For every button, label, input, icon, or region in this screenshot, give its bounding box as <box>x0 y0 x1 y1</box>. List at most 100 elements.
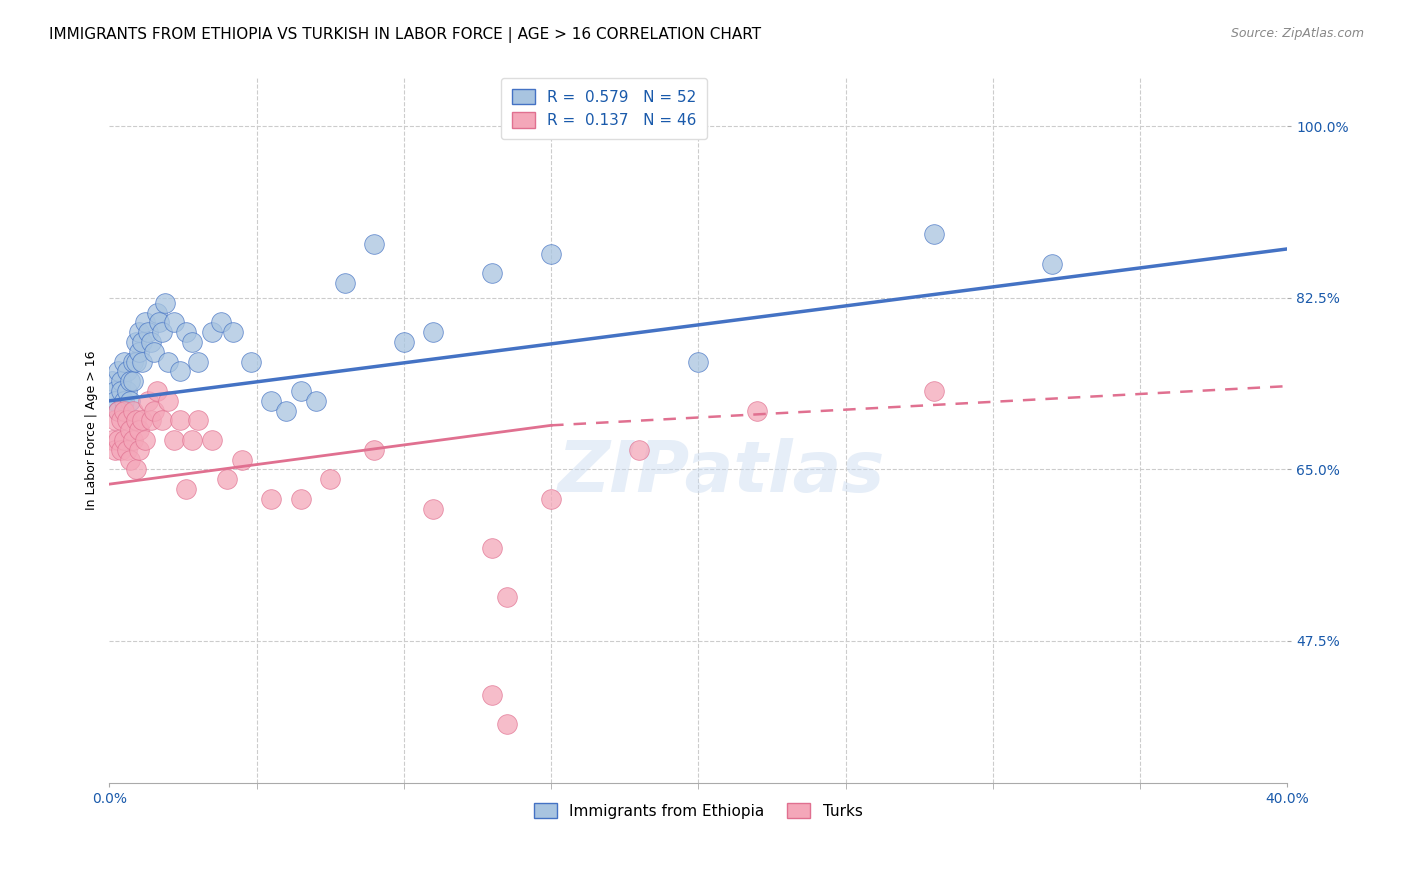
Point <box>290 491 312 506</box>
Point <box>134 433 156 447</box>
Point <box>169 413 191 427</box>
Point <box>481 541 503 555</box>
Point <box>540 491 562 506</box>
Point <box>125 334 148 349</box>
Point <box>157 393 180 408</box>
Point <box>104 413 127 427</box>
Point <box>107 403 129 417</box>
Point <box>217 472 239 486</box>
Point <box>169 364 191 378</box>
Point <box>145 305 167 319</box>
Point <box>125 354 148 368</box>
Point <box>496 717 519 731</box>
Point <box>201 325 224 339</box>
Point <box>201 433 224 447</box>
Point <box>174 325 197 339</box>
Point <box>128 344 150 359</box>
Point <box>496 590 519 604</box>
Point <box>122 403 145 417</box>
Point <box>231 452 253 467</box>
Point <box>155 296 177 310</box>
Point <box>157 354 180 368</box>
Point <box>540 247 562 261</box>
Point <box>131 354 153 368</box>
Point <box>152 325 174 339</box>
Point <box>209 315 232 329</box>
Point <box>260 491 283 506</box>
Point <box>110 442 132 457</box>
Point <box>104 442 127 457</box>
Point <box>128 442 150 457</box>
Point <box>136 393 159 408</box>
Point <box>112 354 135 368</box>
Point <box>163 433 186 447</box>
Point <box>688 354 710 368</box>
Point <box>104 393 127 408</box>
Point <box>922 227 945 242</box>
Point <box>136 325 159 339</box>
Point <box>118 452 141 467</box>
Point <box>628 442 651 457</box>
Point <box>125 462 148 476</box>
Point <box>180 334 202 349</box>
Point <box>115 364 138 378</box>
Point <box>1040 257 1063 271</box>
Point <box>260 393 283 408</box>
Point <box>134 315 156 329</box>
Point <box>290 384 312 398</box>
Point <box>363 237 385 252</box>
Point <box>107 364 129 378</box>
Point <box>363 442 385 457</box>
Point <box>115 413 138 427</box>
Point <box>239 354 262 368</box>
Text: IMMIGRANTS FROM ETHIOPIA VS TURKISH IN LABOR FORCE | AGE > 16 CORRELATION CHART: IMMIGRANTS FROM ETHIOPIA VS TURKISH IN L… <box>49 27 761 43</box>
Point <box>187 413 209 427</box>
Point <box>142 403 165 417</box>
Point <box>107 403 129 417</box>
Point <box>118 393 141 408</box>
Point <box>142 344 165 359</box>
Point <box>422 325 444 339</box>
Point <box>112 393 135 408</box>
Point <box>163 315 186 329</box>
Point <box>319 472 342 486</box>
Point <box>392 334 415 349</box>
Point <box>110 413 132 427</box>
Point <box>148 315 170 329</box>
Point <box>115 442 138 457</box>
Point <box>139 413 162 427</box>
Point <box>122 433 145 447</box>
Point <box>101 433 124 447</box>
Legend: Immigrants from Ethiopia, Turks: Immigrants from Ethiopia, Turks <box>529 797 869 825</box>
Point <box>333 277 356 291</box>
Point <box>101 374 124 388</box>
Point <box>125 413 148 427</box>
Point <box>481 267 503 281</box>
Point <box>110 384 132 398</box>
Point <box>145 384 167 398</box>
Point <box>110 374 132 388</box>
Point <box>118 374 141 388</box>
Point <box>122 374 145 388</box>
Text: ZIPatlas: ZIPatlas <box>558 438 886 507</box>
Point <box>747 403 769 417</box>
Point <box>222 325 245 339</box>
Y-axis label: In Labor Force | Age > 16: In Labor Force | Age > 16 <box>86 351 98 510</box>
Point <box>180 433 202 447</box>
Point <box>174 482 197 496</box>
Point <box>112 433 135 447</box>
Point <box>122 354 145 368</box>
Point <box>152 413 174 427</box>
Point <box>112 403 135 417</box>
Point <box>115 384 138 398</box>
Point <box>131 413 153 427</box>
Point <box>922 384 945 398</box>
Text: Source: ZipAtlas.com: Source: ZipAtlas.com <box>1230 27 1364 40</box>
Point <box>128 423 150 437</box>
Point <box>131 334 153 349</box>
Point <box>128 325 150 339</box>
Point <box>481 688 503 702</box>
Point <box>187 354 209 368</box>
Point <box>118 423 141 437</box>
Point <box>304 393 326 408</box>
